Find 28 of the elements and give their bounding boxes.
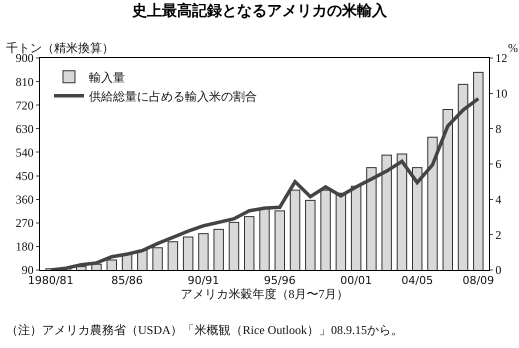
y-tick-label: 720 [16,98,34,112]
y2-tick-label: 6 [495,157,502,172]
y-tick-label: 630 [16,122,34,136]
x-tick-label: 85/86 [111,274,143,288]
x-tick-label: 00/01 [340,274,372,288]
y-tick-label: 450 [16,168,34,183]
y2-axis-title: % [508,41,518,55]
y-tick-label: 270 [16,216,34,230]
x-tick-label: 08/09 [462,274,494,288]
y2-tick-label: 8 [495,122,502,136]
y2-tick-label: 12 [495,51,508,66]
x-axis-title: アメリカ米穀年度（8月〜7月） [180,287,348,302]
y-axis-title: 千トン（精米換算） [6,41,114,55]
x-tick-label: 90/91 [188,274,220,288]
y2-tick-label: 10 [495,86,508,101]
y2-tick-label: 4 [495,192,502,207]
y-tick-label: 180 [16,240,34,254]
y-tick-label: 540 [16,145,34,160]
x-tick-label: 95/96 [264,274,296,288]
y-tick-label: 810 [16,74,34,89]
y2-tick-label: 2 [495,228,502,242]
x-tick-label: 04/05 [401,274,434,288]
chart-title: 史上最高記録となるアメリカの米輸入 [131,2,388,20]
legend-label: 供給総量に占める輸入米の割合 [88,89,257,104]
text: （注）アメリカ農務省（USDA）「米概観（Rice Outlook）」08.9.15から。 [6,323,403,337]
y-tick-label: 360 [16,192,34,207]
legend-label: 輸入量 [88,70,125,84]
y2-tick-label: 0 [495,263,502,278]
